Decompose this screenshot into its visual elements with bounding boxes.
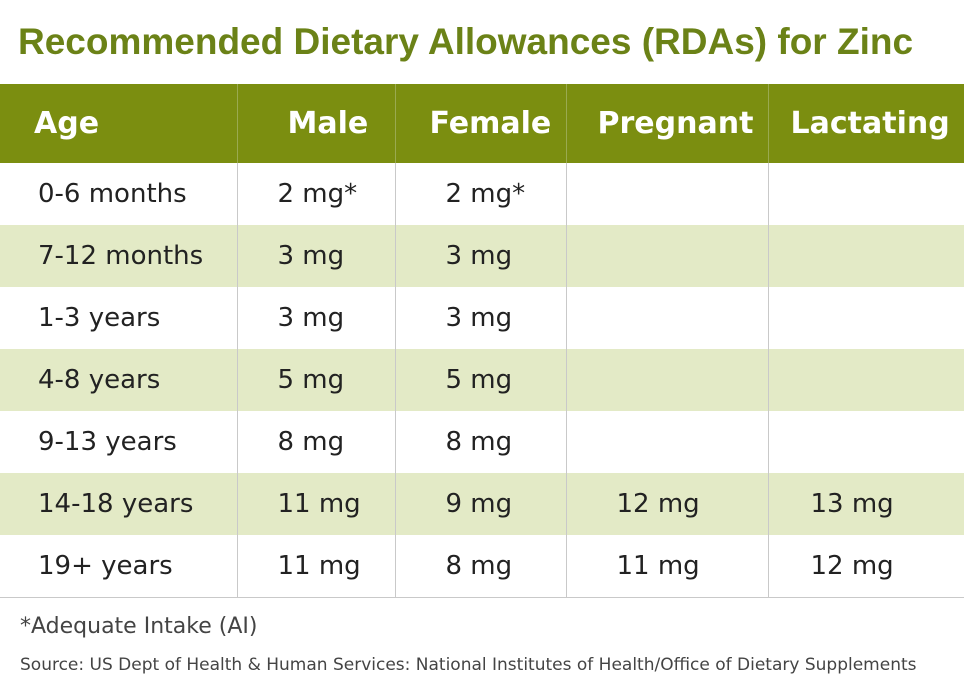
header-lactating: Lactating <box>767 84 964 163</box>
cell-female: 3 mg <box>394 287 566 349</box>
cell-male: 8 mg <box>236 411 395 473</box>
cell-male: 11 mg <box>236 473 395 535</box>
cell-female: 8 mg <box>394 535 566 598</box>
cell-age: 19+ years <box>0 535 237 598</box>
cell-pregnant <box>565 163 768 225</box>
cell-pregnant <box>565 287 768 349</box>
cell-lactating <box>767 163 964 225</box>
cell-age: 9-13 years <box>38 427 177 457</box>
source-note: Source: US Dept of Health & Human Servic… <box>20 655 917 675</box>
cell-lactating: 12 mg <box>767 535 964 598</box>
cell-male: 2 mg* <box>236 163 395 225</box>
cell-lactating <box>767 287 964 349</box>
cell-male: 3 mg <box>236 225 395 287</box>
rda-table: Age Male Female Pregnant Lactating 0-6 m… <box>0 84 964 598</box>
cell-male: 11 mg <box>236 535 395 598</box>
table-row: 4-8 years 5 mg 5 mg <box>0 349 964 411</box>
cell-male: 3 mg <box>236 287 395 349</box>
cell-pregnant: 11 mg <box>565 535 768 598</box>
header-pregnant: Pregnant <box>565 84 768 163</box>
cell-age: 7-12 months <box>0 225 237 287</box>
cell-age: 14-18 years <box>0 473 237 535</box>
cell-lactating: 13 mg <box>767 473 964 535</box>
page-title: Recommended Dietary Allowances (RDAs) fo… <box>18 21 914 62</box>
cell-pregnant <box>565 411 768 473</box>
cell-female: 2 mg* <box>394 163 566 225</box>
cell-pregnant <box>565 349 768 411</box>
table-row: 19+ years 11 mg 8 mg 11 mg 12 mg <box>0 535 964 598</box>
table-row: 14-18 years 11 mg 9 mg 12 mg 13 mg <box>0 473 964 535</box>
cell-female: 8 mg <box>394 411 566 473</box>
header-age: Age <box>0 84 237 163</box>
table-header-row: Age Male Female Pregnant Lactating <box>0 84 964 163</box>
cell-lactating <box>767 411 964 473</box>
footnote: *Adequate Intake (AI) <box>20 614 258 639</box>
table-row: 9-13 years 8 mg 8 mg <box>0 411 964 473</box>
header-male: Male <box>236 84 395 163</box>
cell-male: 5 mg <box>236 349 395 411</box>
cell-age: 0-6 months <box>38 179 187 209</box>
table-row: 1-3 years 3 mg 3 mg <box>0 287 964 349</box>
cell-female: 5 mg <box>394 349 566 411</box>
header-female: Female <box>394 84 566 163</box>
table-row: 0-6 months 2 mg* 2 mg* <box>0 163 964 225</box>
cell-lactating <box>767 225 964 287</box>
cell-pregnant: 12 mg <box>565 473 768 535</box>
cell-age: 4-8 years <box>0 349 237 411</box>
table-row: 7-12 months 3 mg 3 mg <box>0 225 964 287</box>
cell-female: 3 mg <box>394 225 566 287</box>
cell-pregnant <box>565 225 768 287</box>
cell-female: 9 mg <box>394 473 566 535</box>
cell-age: 1-3 years <box>38 303 161 333</box>
cell-lactating <box>767 349 964 411</box>
